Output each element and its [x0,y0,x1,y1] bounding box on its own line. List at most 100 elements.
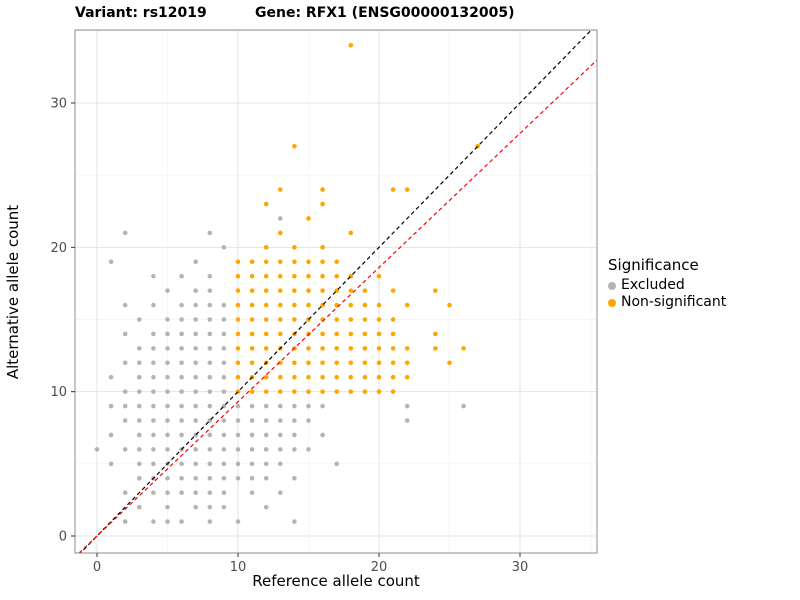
significance-legend: Significance Excluded Non-significant [608,256,726,311]
data-point [122,403,128,409]
data-point [292,403,297,409]
data-point [221,331,227,337]
data-point [362,331,368,337]
data-point [235,331,241,337]
data-point [193,346,198,351]
data-point [235,317,241,322]
data-point [292,432,297,438]
data-point [263,259,269,265]
data-point [320,374,325,380]
data-point [348,288,354,293]
data-point [108,461,114,467]
data-point [193,317,198,322]
data-point [165,418,170,423]
data-point [179,317,184,322]
data-point [433,346,438,351]
data-point [334,331,340,337]
legend-label-excluded: Excluded [621,277,685,293]
data-point [278,216,283,221]
data-point [151,360,156,366]
excluded-dot-icon [608,281,616,290]
data-point [137,475,142,481]
data-point [320,346,325,351]
data-point [278,432,283,438]
data-point [122,389,128,394]
data-point [292,245,297,250]
data-point [207,475,213,481]
data-point [348,374,354,380]
data-point [221,245,227,250]
data-point [235,273,241,279]
data-point [320,245,325,250]
data-point [249,418,255,423]
data-point [292,302,297,308]
panel-border [74,29,598,554]
data-point [376,302,382,308]
data-point [292,288,297,293]
data-point [165,360,170,366]
data-point [179,461,184,467]
data-point [207,288,213,293]
data-point [122,519,128,524]
data-point [221,418,227,423]
y-tick-label: 30 [50,97,67,112]
data-point [235,302,241,308]
data-point [348,42,354,48]
data-point [306,288,311,293]
data-point [306,346,311,351]
data-point [179,360,184,366]
non-significant-dot-icon [608,298,616,307]
data-point [263,245,269,250]
data-point [249,360,255,366]
data-point [292,418,297,423]
data-point [263,346,269,351]
data-point [249,389,255,394]
data-point [94,447,100,452]
data-point [207,273,213,279]
data-point [404,346,410,351]
data-point [278,461,283,467]
data-point [306,273,311,279]
data-point [165,490,170,496]
data-point [165,317,170,322]
data-point [320,259,325,265]
data-point [348,331,354,337]
data-point [207,432,213,438]
data-point [348,389,354,394]
data-point [151,302,156,308]
data-point [122,490,128,496]
data-point [390,389,396,394]
data-point [137,317,142,322]
data-point [263,418,269,423]
data-point [235,360,241,366]
data-point [292,447,297,452]
data-point [221,374,227,380]
data-point [320,360,325,366]
data-point [278,273,283,279]
data-point [292,389,297,394]
data-point [461,403,466,409]
data-point [433,331,438,337]
data-point [362,346,368,351]
data-point [151,331,156,337]
data-point [122,302,128,308]
data-point [263,504,269,510]
data-point [263,461,269,467]
data-point [320,389,325,394]
data-point [320,273,325,279]
data-point [447,360,452,366]
data-point [108,403,114,409]
data-point [179,418,184,423]
data-point [306,389,311,394]
data-point [306,447,311,452]
data-point [179,403,184,409]
data-point [334,346,340,351]
data-point [278,230,283,236]
y-tick-label: 10 [50,385,67,400]
data-point [461,346,466,351]
data-point [320,201,325,207]
data-point [151,418,156,423]
data-point [447,302,452,308]
data-point [348,302,354,308]
